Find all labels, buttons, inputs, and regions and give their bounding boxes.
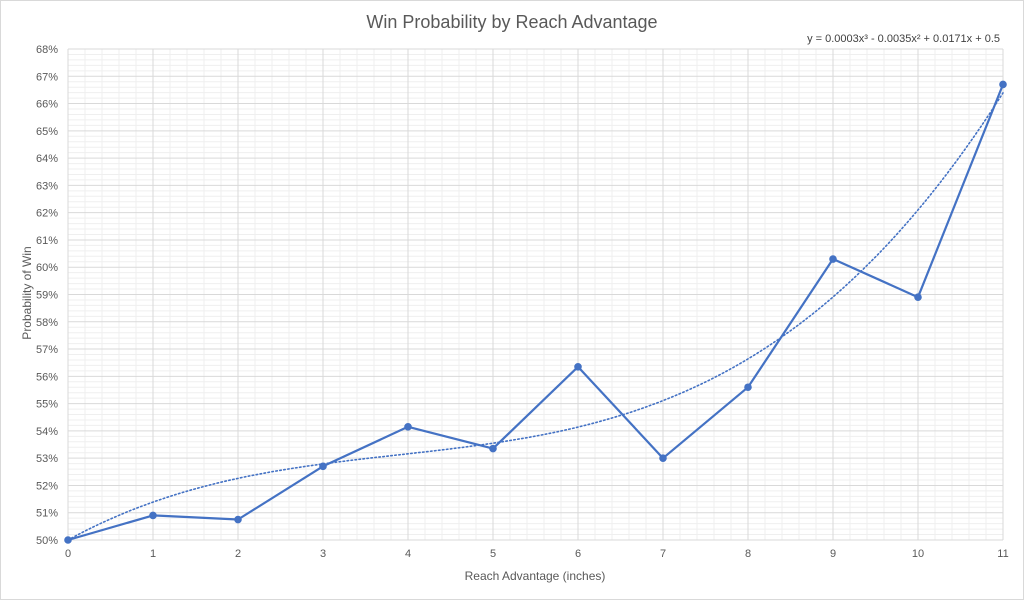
data-point-marker bbox=[574, 362, 582, 371]
x-tick-label: 3 bbox=[320, 548, 326, 560]
y-tick-label: 67% bbox=[36, 71, 58, 83]
y-tick-label: 56% bbox=[36, 371, 58, 383]
data-point-marker bbox=[829, 255, 837, 263]
trendline bbox=[67, 92, 1004, 541]
y-tick-label: 58% bbox=[36, 317, 58, 329]
data-point-marker bbox=[999, 80, 1007, 89]
y-tick-label: 54% bbox=[36, 426, 58, 438]
y-tick-label: 61% bbox=[36, 235, 58, 247]
y-tick-label: 63% bbox=[36, 180, 58, 192]
data-point-marker bbox=[149, 511, 157, 520]
x-tick-label: 9 bbox=[830, 548, 836, 560]
x-tick-label: 11 bbox=[997, 548, 1008, 560]
data-point-marker bbox=[744, 383, 752, 392]
y-tick-label: 62% bbox=[36, 208, 58, 220]
y-tick-label: 64% bbox=[36, 153, 58, 165]
x-tick-label: 8 bbox=[745, 548, 751, 560]
y-tick-label: 51% bbox=[36, 508, 58, 520]
series-line bbox=[67, 84, 1005, 542]
trendline-equation-label: y = 0.0003x³ - 0.0035x² + 0.0171x + 0.5 bbox=[807, 33, 1000, 45]
x-tick-label: 4 bbox=[405, 548, 411, 560]
data-series bbox=[64, 80, 1007, 544]
y-tick-label: 57% bbox=[36, 344, 58, 356]
y-tick-label: 66% bbox=[36, 99, 58, 111]
y-tick-label: 68% bbox=[36, 44, 58, 56]
chart-title: Win Probability by Reach Advantage bbox=[366, 12, 657, 32]
y-tick-label: 55% bbox=[36, 399, 58, 411]
data-point-marker bbox=[489, 444, 497, 453]
x-tick-label: 10 bbox=[912, 548, 924, 560]
x-tick-label: 1 bbox=[150, 548, 156, 560]
y-tick-label: 60% bbox=[36, 262, 58, 274]
x-tick-label: 6 bbox=[575, 548, 581, 560]
data-point-marker bbox=[914, 293, 922, 302]
x-tick-label: 0 bbox=[65, 548, 71, 560]
y-tick-label: 59% bbox=[36, 290, 58, 302]
major-gridlines bbox=[67, 48, 1004, 541]
y-tick-label: 65% bbox=[36, 126, 58, 138]
x-tick-label: 7 bbox=[660, 548, 666, 560]
trendline-path bbox=[67, 92, 1004, 541]
y-tick-label: 53% bbox=[36, 453, 58, 465]
y-tick-label: 50% bbox=[36, 535, 58, 547]
x-axis-tick-labels: 0 1 2 3 4 5 6 7 8 9 10 11 bbox=[65, 548, 1009, 560]
x-tick-label: 2 bbox=[235, 548, 241, 560]
data-point-marker bbox=[404, 422, 412, 431]
x-axis-title: Reach Advantage (inches) bbox=[465, 569, 606, 583]
data-point-marker bbox=[319, 462, 327, 471]
y-tick-label: 52% bbox=[36, 480, 58, 492]
data-point-marker bbox=[64, 536, 72, 544]
data-point-marker bbox=[234, 515, 242, 524]
x-tick-label: 5 bbox=[490, 548, 496, 560]
y-axis-title: Probability of Win bbox=[20, 246, 34, 339]
y-axis-tick-labels: 50% 51% 52% 53% 54% 55% 56% 57% 58% 59% 60% 61% 62% 6… bbox=[36, 44, 58, 547]
data-point-marker bbox=[659, 454, 667, 462]
